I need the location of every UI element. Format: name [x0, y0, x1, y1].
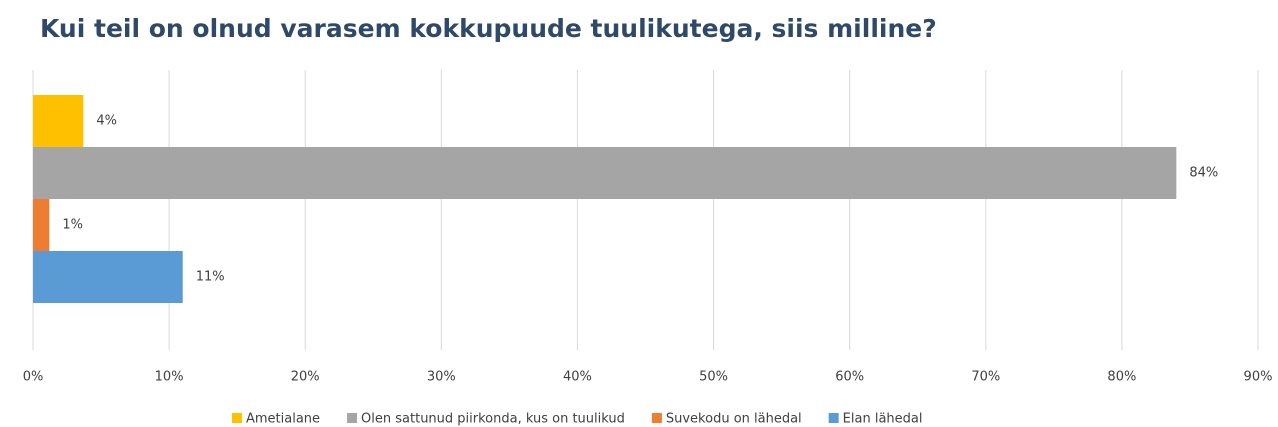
bar [33, 95, 84, 147]
bar [33, 251, 183, 303]
legend-label: Elan lähedal [843, 412, 923, 427]
x-tick-label: 70% [971, 370, 1000, 385]
value-label: 84% [1189, 166, 1218, 181]
value-label: 1% [62, 218, 83, 233]
value-label: 11% [196, 270, 225, 285]
x-tick-label: 40% [563, 370, 592, 385]
bar [33, 147, 1177, 199]
legend-label: Olen sattunud piirkonda, kus on tuulikud [361, 412, 625, 427]
legend-label: Ametialane [246, 412, 320, 427]
x-tick-label: 0% [23, 370, 44, 385]
x-tick-label: 90% [1244, 370, 1273, 385]
x-tick-label: 30% [427, 370, 456, 385]
x-tick-label: 10% [155, 370, 184, 385]
legend-swatch [347, 413, 358, 423]
bar [33, 199, 50, 251]
legend-swatch [651, 413, 662, 423]
x-tick-label: 60% [835, 370, 864, 385]
x-tick-label: 80% [1107, 370, 1136, 385]
value-label: 4% [96, 114, 117, 129]
legend-label: Suvekodu on lähedal [666, 412, 802, 427]
x-tick-label: 20% [291, 370, 320, 385]
legend-swatch [828, 413, 839, 423]
x-tick-label: 50% [699, 370, 728, 385]
legend-swatch [232, 413, 242, 423]
chart-title: Kui teil on olnud varasem kokkupuude tuu… [40, 14, 937, 43]
